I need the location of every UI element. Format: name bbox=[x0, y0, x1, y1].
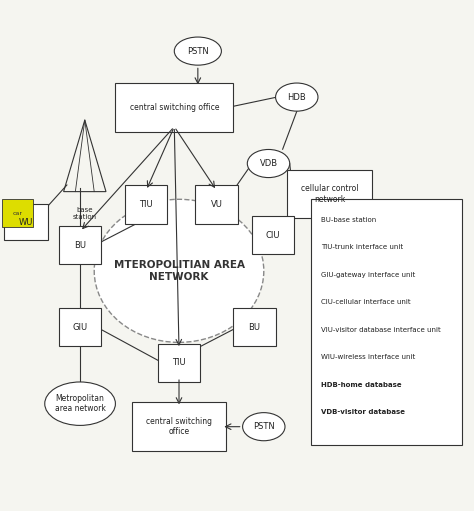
Text: Metropolitan
area network: Metropolitan area network bbox=[55, 394, 106, 413]
Text: car: car bbox=[13, 211, 23, 216]
Text: GIU: GIU bbox=[73, 322, 88, 332]
Text: BU-base station: BU-base station bbox=[321, 217, 376, 223]
Text: BU: BU bbox=[74, 241, 86, 250]
Ellipse shape bbox=[247, 149, 290, 178]
Ellipse shape bbox=[45, 382, 115, 425]
Ellipse shape bbox=[94, 199, 264, 342]
Text: GIU-gateway interface unit: GIU-gateway interface unit bbox=[321, 272, 416, 277]
FancyBboxPatch shape bbox=[287, 170, 372, 219]
FancyBboxPatch shape bbox=[195, 185, 238, 224]
Text: CIU: CIU bbox=[266, 230, 281, 240]
Text: VU: VU bbox=[211, 200, 223, 209]
Text: HDB-home database: HDB-home database bbox=[321, 382, 402, 387]
Text: central switching
office: central switching office bbox=[146, 417, 212, 436]
Text: BU: BU bbox=[248, 322, 260, 332]
Text: central switching office: central switching office bbox=[129, 103, 219, 112]
Text: VDB: VDB bbox=[259, 159, 278, 168]
Text: TIU: TIU bbox=[172, 358, 186, 367]
FancyBboxPatch shape bbox=[59, 226, 101, 265]
Text: WU: WU bbox=[18, 218, 33, 227]
Text: TIU: TIU bbox=[139, 200, 153, 209]
Text: TIU-trunk interface unit: TIU-trunk interface unit bbox=[321, 244, 403, 250]
Text: MTEROPOLITIAN AREA
NETWORK: MTEROPOLITIAN AREA NETWORK bbox=[113, 260, 245, 282]
Text: base
station: base station bbox=[73, 207, 97, 220]
FancyBboxPatch shape bbox=[59, 308, 101, 346]
FancyBboxPatch shape bbox=[132, 403, 226, 451]
Ellipse shape bbox=[174, 37, 221, 65]
Text: VDB-visitor database: VDB-visitor database bbox=[321, 409, 405, 415]
Ellipse shape bbox=[275, 83, 318, 111]
FancyBboxPatch shape bbox=[2, 199, 33, 227]
FancyBboxPatch shape bbox=[252, 216, 294, 254]
FancyBboxPatch shape bbox=[233, 308, 275, 346]
Text: PSTN: PSTN bbox=[187, 47, 209, 56]
FancyBboxPatch shape bbox=[311, 199, 462, 445]
FancyBboxPatch shape bbox=[158, 344, 200, 382]
FancyBboxPatch shape bbox=[115, 83, 233, 131]
FancyBboxPatch shape bbox=[125, 185, 167, 224]
FancyBboxPatch shape bbox=[3, 204, 48, 240]
Text: VIU-visitor database interface unit: VIU-visitor database interface unit bbox=[321, 327, 441, 333]
Text: CIU-cellular interface unit: CIU-cellular interface unit bbox=[321, 299, 411, 305]
Ellipse shape bbox=[243, 413, 285, 440]
Text: WIU-wireless interface unit: WIU-wireless interface unit bbox=[321, 354, 416, 360]
Text: PSTN: PSTN bbox=[253, 422, 274, 431]
Text: HDB: HDB bbox=[287, 92, 306, 102]
Text: cellular control
network: cellular control network bbox=[301, 184, 358, 204]
